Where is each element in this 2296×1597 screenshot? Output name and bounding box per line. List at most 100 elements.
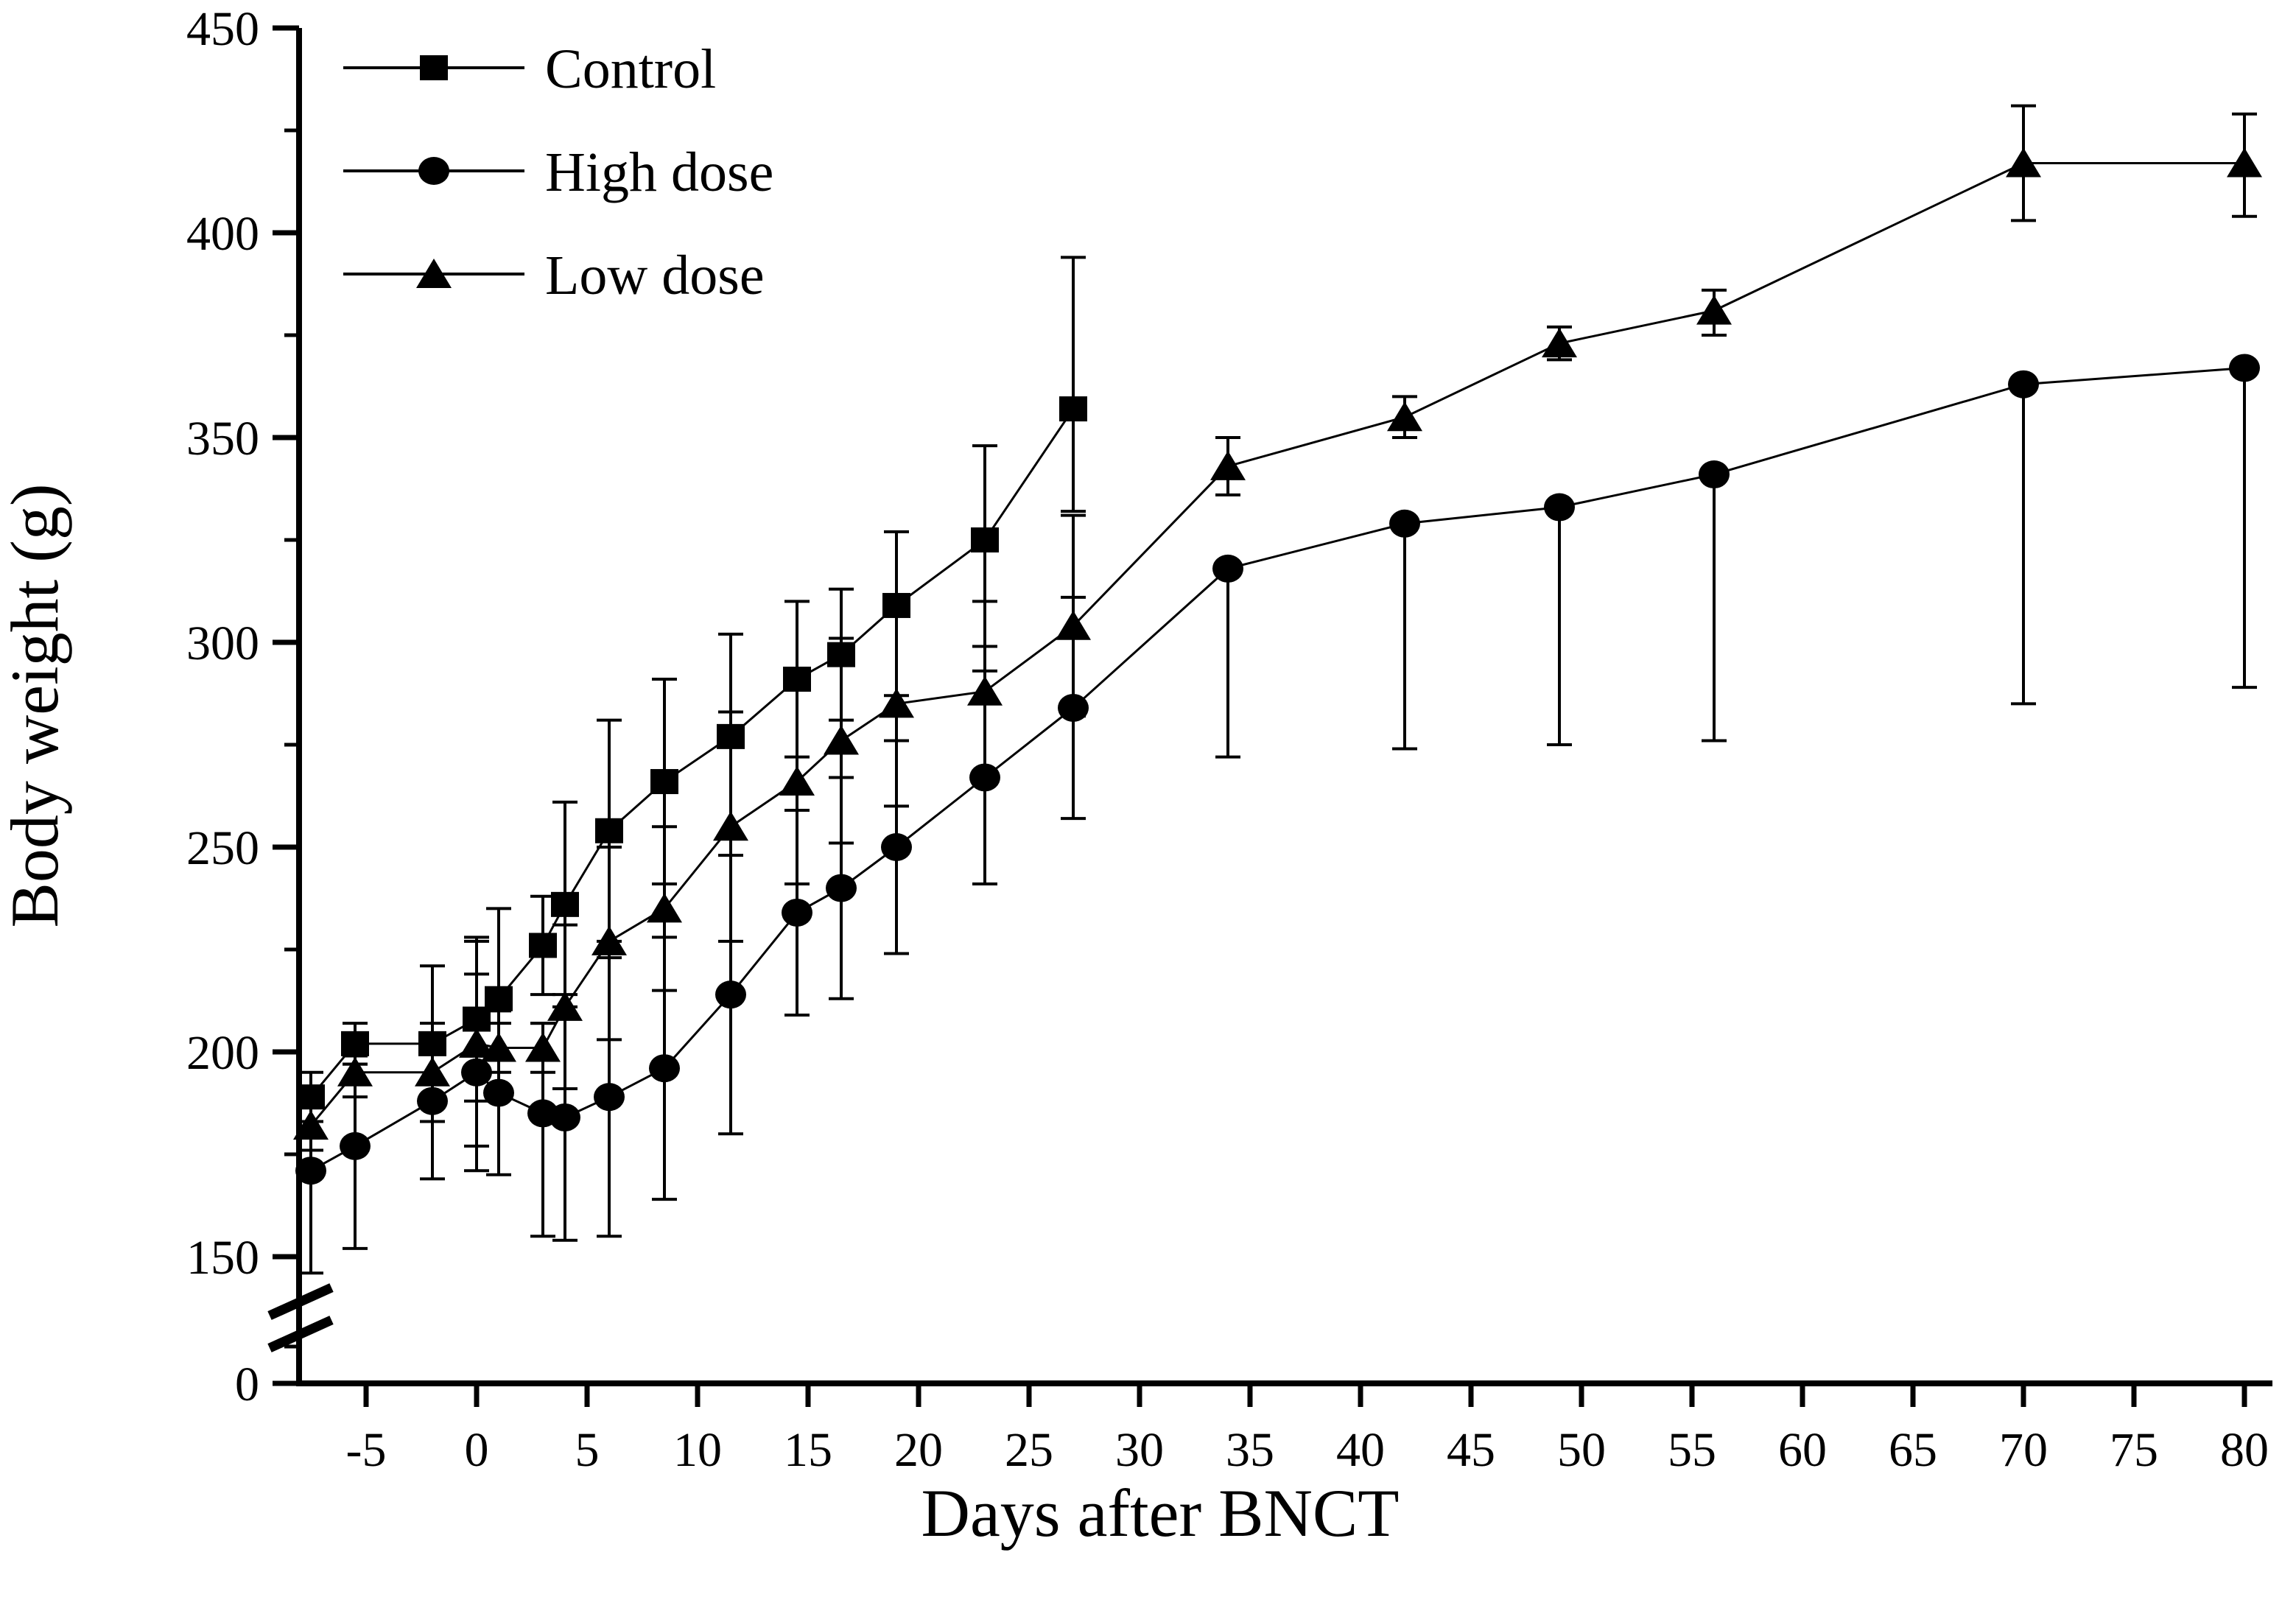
x-tick-label: 10: [673, 1423, 722, 1477]
x-tick-label: 35: [1226, 1423, 1274, 1477]
data-point-low-dose: [967, 675, 1003, 706]
y-origin-label: 0: [235, 1358, 259, 1411]
data-point-control: [341, 1031, 369, 1056]
data-point-low-dose: [647, 893, 682, 923]
data-point-control: [418, 1031, 446, 1056]
y-axis-ticks: 450 400 350 300 250 200 150 0: [186, 2, 299, 1411]
data-point-high-dose: [826, 874, 857, 902]
data-point-high-dose: [550, 1103, 580, 1131]
series-line-control: [309, 408, 1075, 1098]
y-axis-break-icon: [267, 1283, 334, 1352]
data-point-control: [551, 891, 579, 917]
x-tick-label: 0: [465, 1423, 489, 1477]
legend: Control High dose Low dose: [343, 38, 773, 306]
data-point-high-dose: [1544, 493, 1575, 522]
data-point-low-dose: [337, 1056, 373, 1087]
data-point-high-dose: [649, 1054, 680, 1083]
x-tick-label: 25: [1005, 1423, 1053, 1477]
data-point-control: [485, 986, 513, 1011]
x-tick-label: 80: [2220, 1423, 2269, 1477]
data-point-low-dose: [713, 811, 748, 841]
legend-label: High dose: [545, 141, 773, 203]
legend-label: Low dose: [545, 245, 765, 306]
legend-label: Control: [545, 38, 716, 100]
x-tick-label: 45: [1447, 1423, 1495, 1477]
y-tick-label: 400: [186, 207, 259, 261]
data-point-high-dose: [417, 1087, 448, 1115]
y-tick-label: 350: [186, 412, 259, 466]
legend-square-icon: [420, 55, 448, 80]
x-tick-label: 20: [894, 1423, 943, 1477]
x-tick-label: 70: [1999, 1423, 2048, 1477]
data-point-low-dose: [591, 925, 627, 955]
data-point-high-dose: [1212, 554, 1243, 583]
data-point-low-dose: [547, 991, 583, 1021]
data-point-low-dose: [879, 688, 914, 718]
x-tick-label: 50: [1557, 1423, 1606, 1477]
x-tick-label: 55: [1668, 1423, 1716, 1477]
data-point-high-dose: [340, 1131, 371, 1160]
data-point-control: [882, 592, 910, 618]
data-point-low-dose: [824, 725, 859, 755]
data-point-high-dose: [881, 833, 912, 861]
data-point-high-dose: [1699, 460, 1730, 489]
x-axis-ticks: -5 0 5 10 15 20 25 30 35 40 45 50 55 60 65 70 75 80: [346, 1383, 2269, 1477]
data-point-control: [827, 642, 855, 667]
data-point-high-dose: [295, 1156, 326, 1185]
y-tick-label: 250: [186, 821, 259, 875]
legend-circle-icon: [418, 157, 449, 185]
data-point-low-dose: [1542, 328, 1577, 358]
y-axis-title: Body weight (g): [0, 483, 72, 927]
data-point-low-dose: [1056, 610, 1091, 640]
data-point-control: [650, 769, 678, 795]
data-point-low-dose: [415, 1056, 450, 1087]
data-point-low-dose: [2006, 147, 2041, 178]
data-point-control: [1059, 396, 1087, 422]
series-line-low-dose: [309, 161, 2244, 1127]
data-point-high-dose: [483, 1078, 514, 1107]
legend-triangle-icon: [416, 259, 452, 288]
data-point-high-dose: [461, 1058, 492, 1087]
y-tick-label: 150: [186, 1231, 259, 1285]
y-tick-label: 450: [186, 2, 259, 56]
data-point-low-dose: [1696, 295, 1732, 325]
x-axis-title: Days after BNCT: [921, 1475, 1400, 1551]
data-point-high-dose: [2008, 370, 2039, 399]
data-point-control: [595, 818, 623, 843]
data-point-low-dose: [1387, 401, 1422, 432]
data-point-low-dose: [779, 766, 815, 796]
axes-layer: [296, 28, 2272, 1386]
axis-break-slash: [267, 1283, 334, 1320]
data-point-control: [971, 527, 999, 552]
x-tick-label: -5: [346, 1423, 387, 1477]
data-point-control: [529, 933, 557, 958]
data-point-high-dose: [715, 980, 746, 1009]
x-tick-label: 15: [784, 1423, 832, 1477]
series-lines-layer: [309, 161, 2245, 1172]
series-line-high-dose: [310, 366, 2245, 1172]
data-point-control: [717, 723, 745, 749]
x-tick-label: 75: [2110, 1423, 2158, 1477]
data-point-high-dose: [1389, 509, 1420, 538]
axis-break-slash: [267, 1316, 334, 1352]
data-point-control: [783, 667, 811, 692]
data-point-low-dose: [459, 1028, 494, 1058]
series-markers-layer: [293, 147, 2262, 1185]
data-point-high-dose: [782, 898, 812, 927]
data-point-high-dose: [2229, 354, 2260, 382]
x-tick-label: 30: [1115, 1423, 1164, 1477]
y-tick-label: 200: [186, 1026, 259, 1080]
data-point-high-dose: [1058, 693, 1089, 722]
data-point-high-dose: [594, 1083, 625, 1112]
y-tick-label: 300: [186, 617, 259, 670]
data-point-low-dose: [525, 1032, 561, 1062]
data-point-low-dose: [1210, 450, 1246, 480]
data-point-high-dose: [969, 763, 1000, 792]
x-tick-label: 40: [1336, 1423, 1385, 1477]
x-tick-label: 60: [1778, 1423, 1827, 1477]
data-point-low-dose: [481, 1032, 516, 1062]
data-point-low-dose: [2227, 147, 2262, 178]
x-tick-label: 65: [1889, 1423, 1937, 1477]
